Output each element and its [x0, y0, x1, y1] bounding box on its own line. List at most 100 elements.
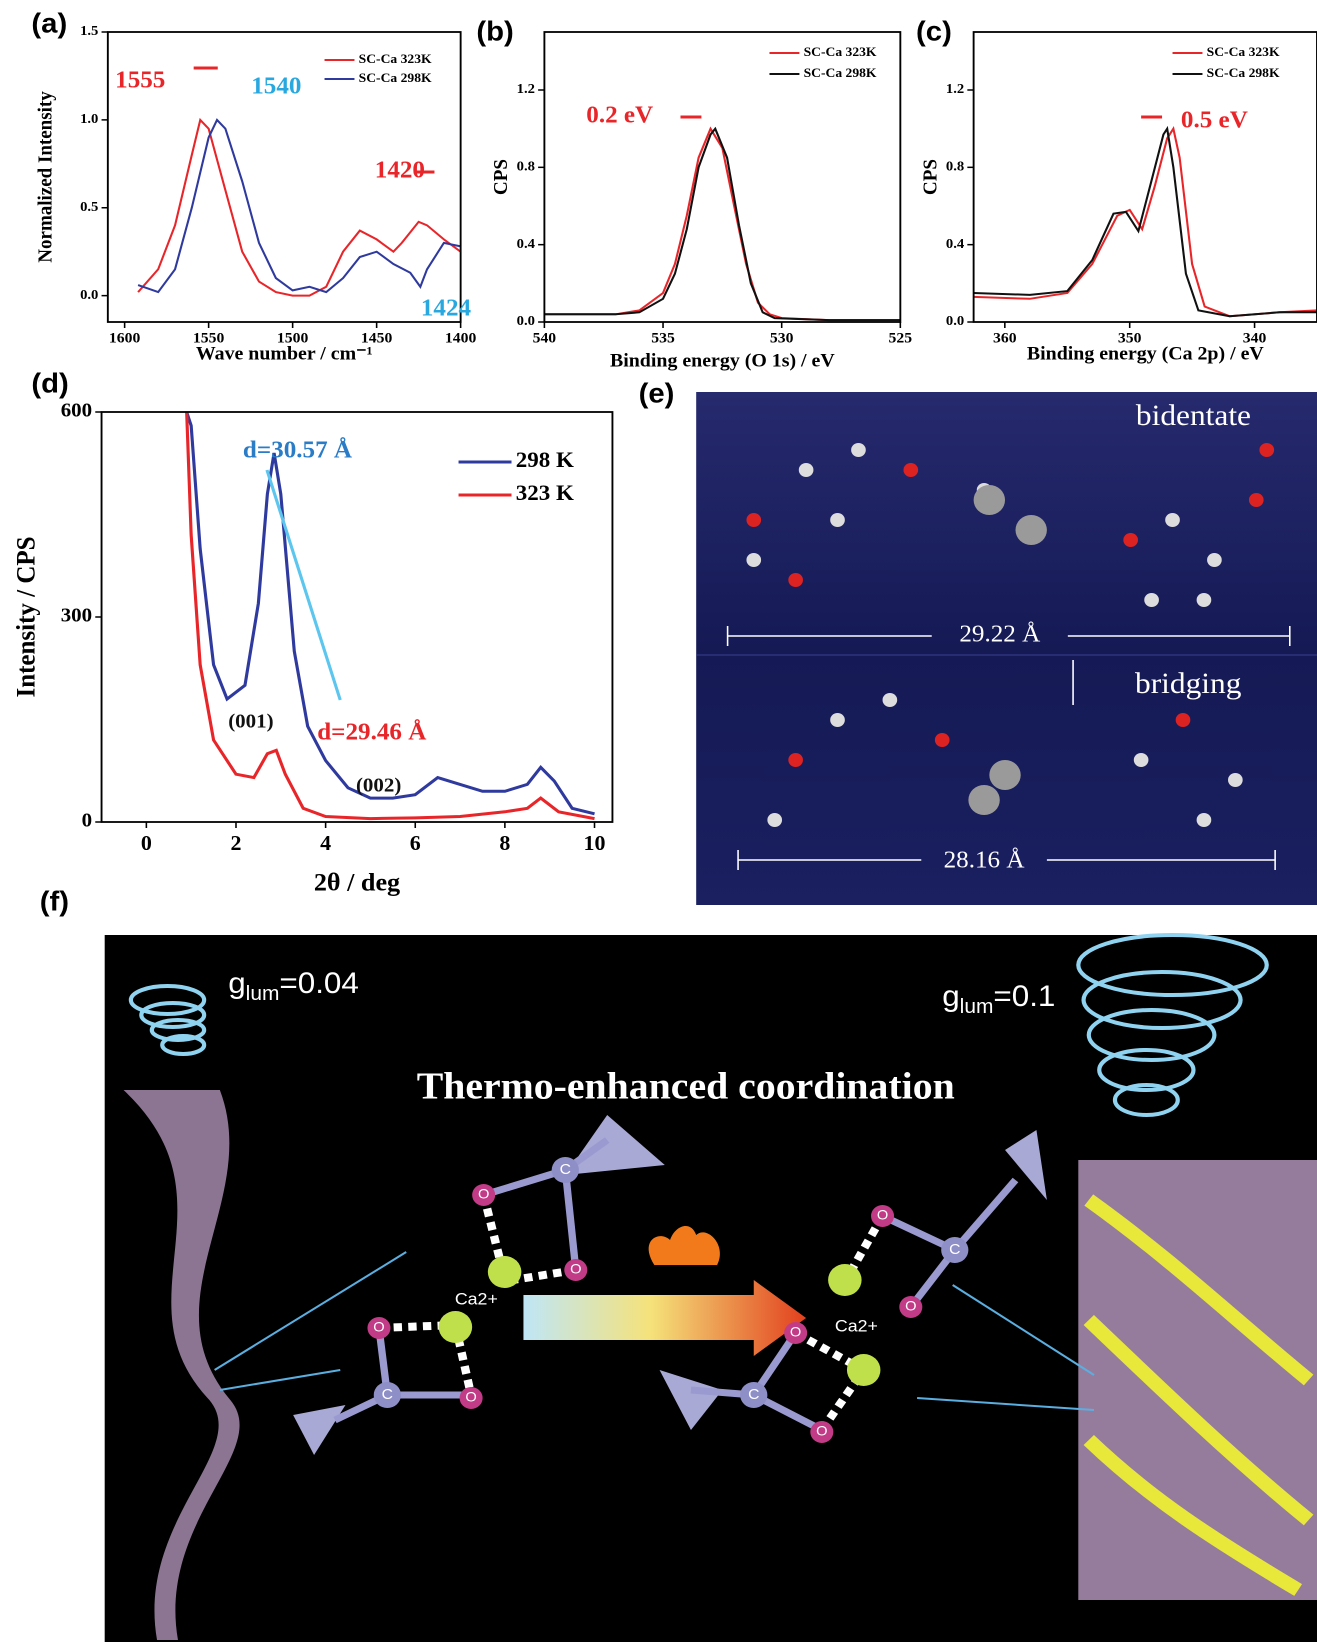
y-tick-label: 1.2: [517, 81, 535, 97]
panel-e-bg: [696, 392, 1317, 905]
atom-label: O: [373, 1320, 384, 1336]
legend-label: 298 K: [516, 448, 575, 472]
oxygen-atom: [871, 1205, 895, 1227]
panel-label: (b): [476, 16, 513, 47]
g-lum: glum=0.04: [228, 966, 359, 1006]
atom: [1175, 713, 1191, 727]
y-axis-label: Intensity / CPS: [11, 536, 41, 697]
x-tick-label: 525: [889, 330, 913, 347]
x-tick-label: 1550: [193, 330, 225, 347]
x-tick-label: 340: [1243, 330, 1267, 347]
plot-frame: [106, 31, 462, 323]
g-lum: glum=0.1: [942, 979, 1055, 1019]
series-line: [973, 126, 1317, 318]
atom-label: C: [382, 1386, 393, 1403]
ligand-wedge: [1005, 1130, 1047, 1200]
distance-label: 28.16 Å: [944, 847, 1025, 873]
annotation: 1420: [375, 157, 425, 183]
mode-label: bridging: [1135, 667, 1241, 700]
atom-label: O: [905, 1299, 916, 1315]
x-tick-label: 4: [320, 831, 331, 854]
bond: [951, 1177, 1019, 1253]
atom-label: C: [748, 1386, 759, 1403]
y-tick-label: 600: [61, 400, 92, 421]
annotation: 0.2 eV: [586, 102, 653, 128]
y-tick-label: 0.0: [946, 313, 964, 329]
y-tick-label: 0.8: [946, 159, 964, 175]
legend-label: SC-Ca 323K: [1207, 44, 1281, 59]
atom-label: O: [877, 1208, 888, 1224]
x-tick-label: 2: [230, 831, 241, 854]
atom: [798, 463, 814, 477]
atom: [1123, 533, 1138, 547]
y-tick-label: 0.0: [80, 287, 98, 303]
heat-arrow: [523, 1280, 807, 1356]
sub: lum: [960, 996, 994, 1018]
x-tick-label: 6: [410, 831, 421, 854]
series-line: [185, 412, 595, 816]
y-axis-label: CPS: [920, 159, 941, 195]
series-line: [973, 125, 1317, 318]
annotation-arrow: [265, 469, 342, 701]
series-line: [137, 118, 461, 294]
atom: [934, 733, 950, 747]
y-tick-label: 1.0: [80, 111, 98, 127]
chart: (c) 360 350 340 0.0 0.4 0.8 1.2 Binding energy (…: [916, 16, 1317, 364]
ca-atom: [438, 1311, 473, 1343]
bond: [451, 1324, 476, 1396]
y-axis-label: CPS: [491, 159, 512, 195]
y-tick-label: 1.2: [946, 81, 964, 97]
oxygen-atom: [367, 1317, 391, 1339]
oxygen-atom: [810, 1421, 834, 1443]
carbon-atom: [373, 1382, 401, 1408]
plot-frame: [972, 31, 1317, 323]
ca-atom: [989, 760, 1021, 790]
g: g: [228, 966, 245, 1000]
y-tick-label: 0.0: [517, 313, 535, 329]
panel-label: (a): [31, 8, 67, 39]
ion-label: Ca2+: [455, 1289, 498, 1309]
atom: [903, 463, 919, 477]
charts: (a) 1600 1550 1500 1450 1400 0.0 0.5 1.0 1.5 Wave …: [11, 8, 1317, 897]
legend-label: 323 K: [516, 481, 575, 505]
y-tick-label: 0: [82, 810, 92, 831]
plot-frame: [543, 31, 902, 323]
x-tick-label: 1450: [361, 330, 393, 347]
atom-label: O: [570, 1262, 581, 1278]
atom-label: O: [816, 1424, 827, 1440]
atom: [830, 713, 845, 727]
ca-atom: [487, 1256, 522, 1288]
atom: [788, 753, 803, 767]
atom: [1228, 773, 1243, 787]
legend-label: SC-Ca 323K: [359, 51, 433, 66]
y-tick-label: 0.4: [517, 236, 535, 252]
carbon-atom: [740, 1382, 768, 1408]
atom: [767, 813, 783, 827]
panel-label: (d): [31, 368, 68, 399]
annotation: 1424: [421, 295, 471, 321]
annotation: 1540: [251, 73, 301, 99]
sub: lum: [246, 983, 280, 1005]
x-tick-label: 1400: [445, 330, 477, 347]
atom: [1248, 493, 1264, 507]
legend-label: SC-Ca 298K: [359, 70, 433, 85]
atom: [746, 513, 762, 527]
atom-label: O: [478, 1187, 489, 1203]
atom-label: C: [949, 1241, 960, 1258]
value: =0.04: [279, 966, 358, 1000]
annotation: 1555: [115, 67, 165, 93]
y-tick-label: 1.5: [80, 23, 98, 39]
annotation: 0.5 eV: [1181, 107, 1248, 133]
ca-atom: [973, 485, 1006, 515]
ligand-wedge: [659, 1370, 723, 1430]
oxygen-atom: [472, 1184, 496, 1206]
atom-label: O: [465, 1390, 476, 1406]
bond: [512, 1266, 577, 1284]
ca-atom: [828, 1264, 862, 1296]
x-tick-label: 360: [993, 330, 1017, 347]
x-axis-label: Binding energy (O 1s) / eV: [610, 351, 835, 372]
atom: [788, 573, 803, 587]
ca-atom: [1015, 515, 1047, 545]
annotation: (002): [356, 775, 401, 796]
